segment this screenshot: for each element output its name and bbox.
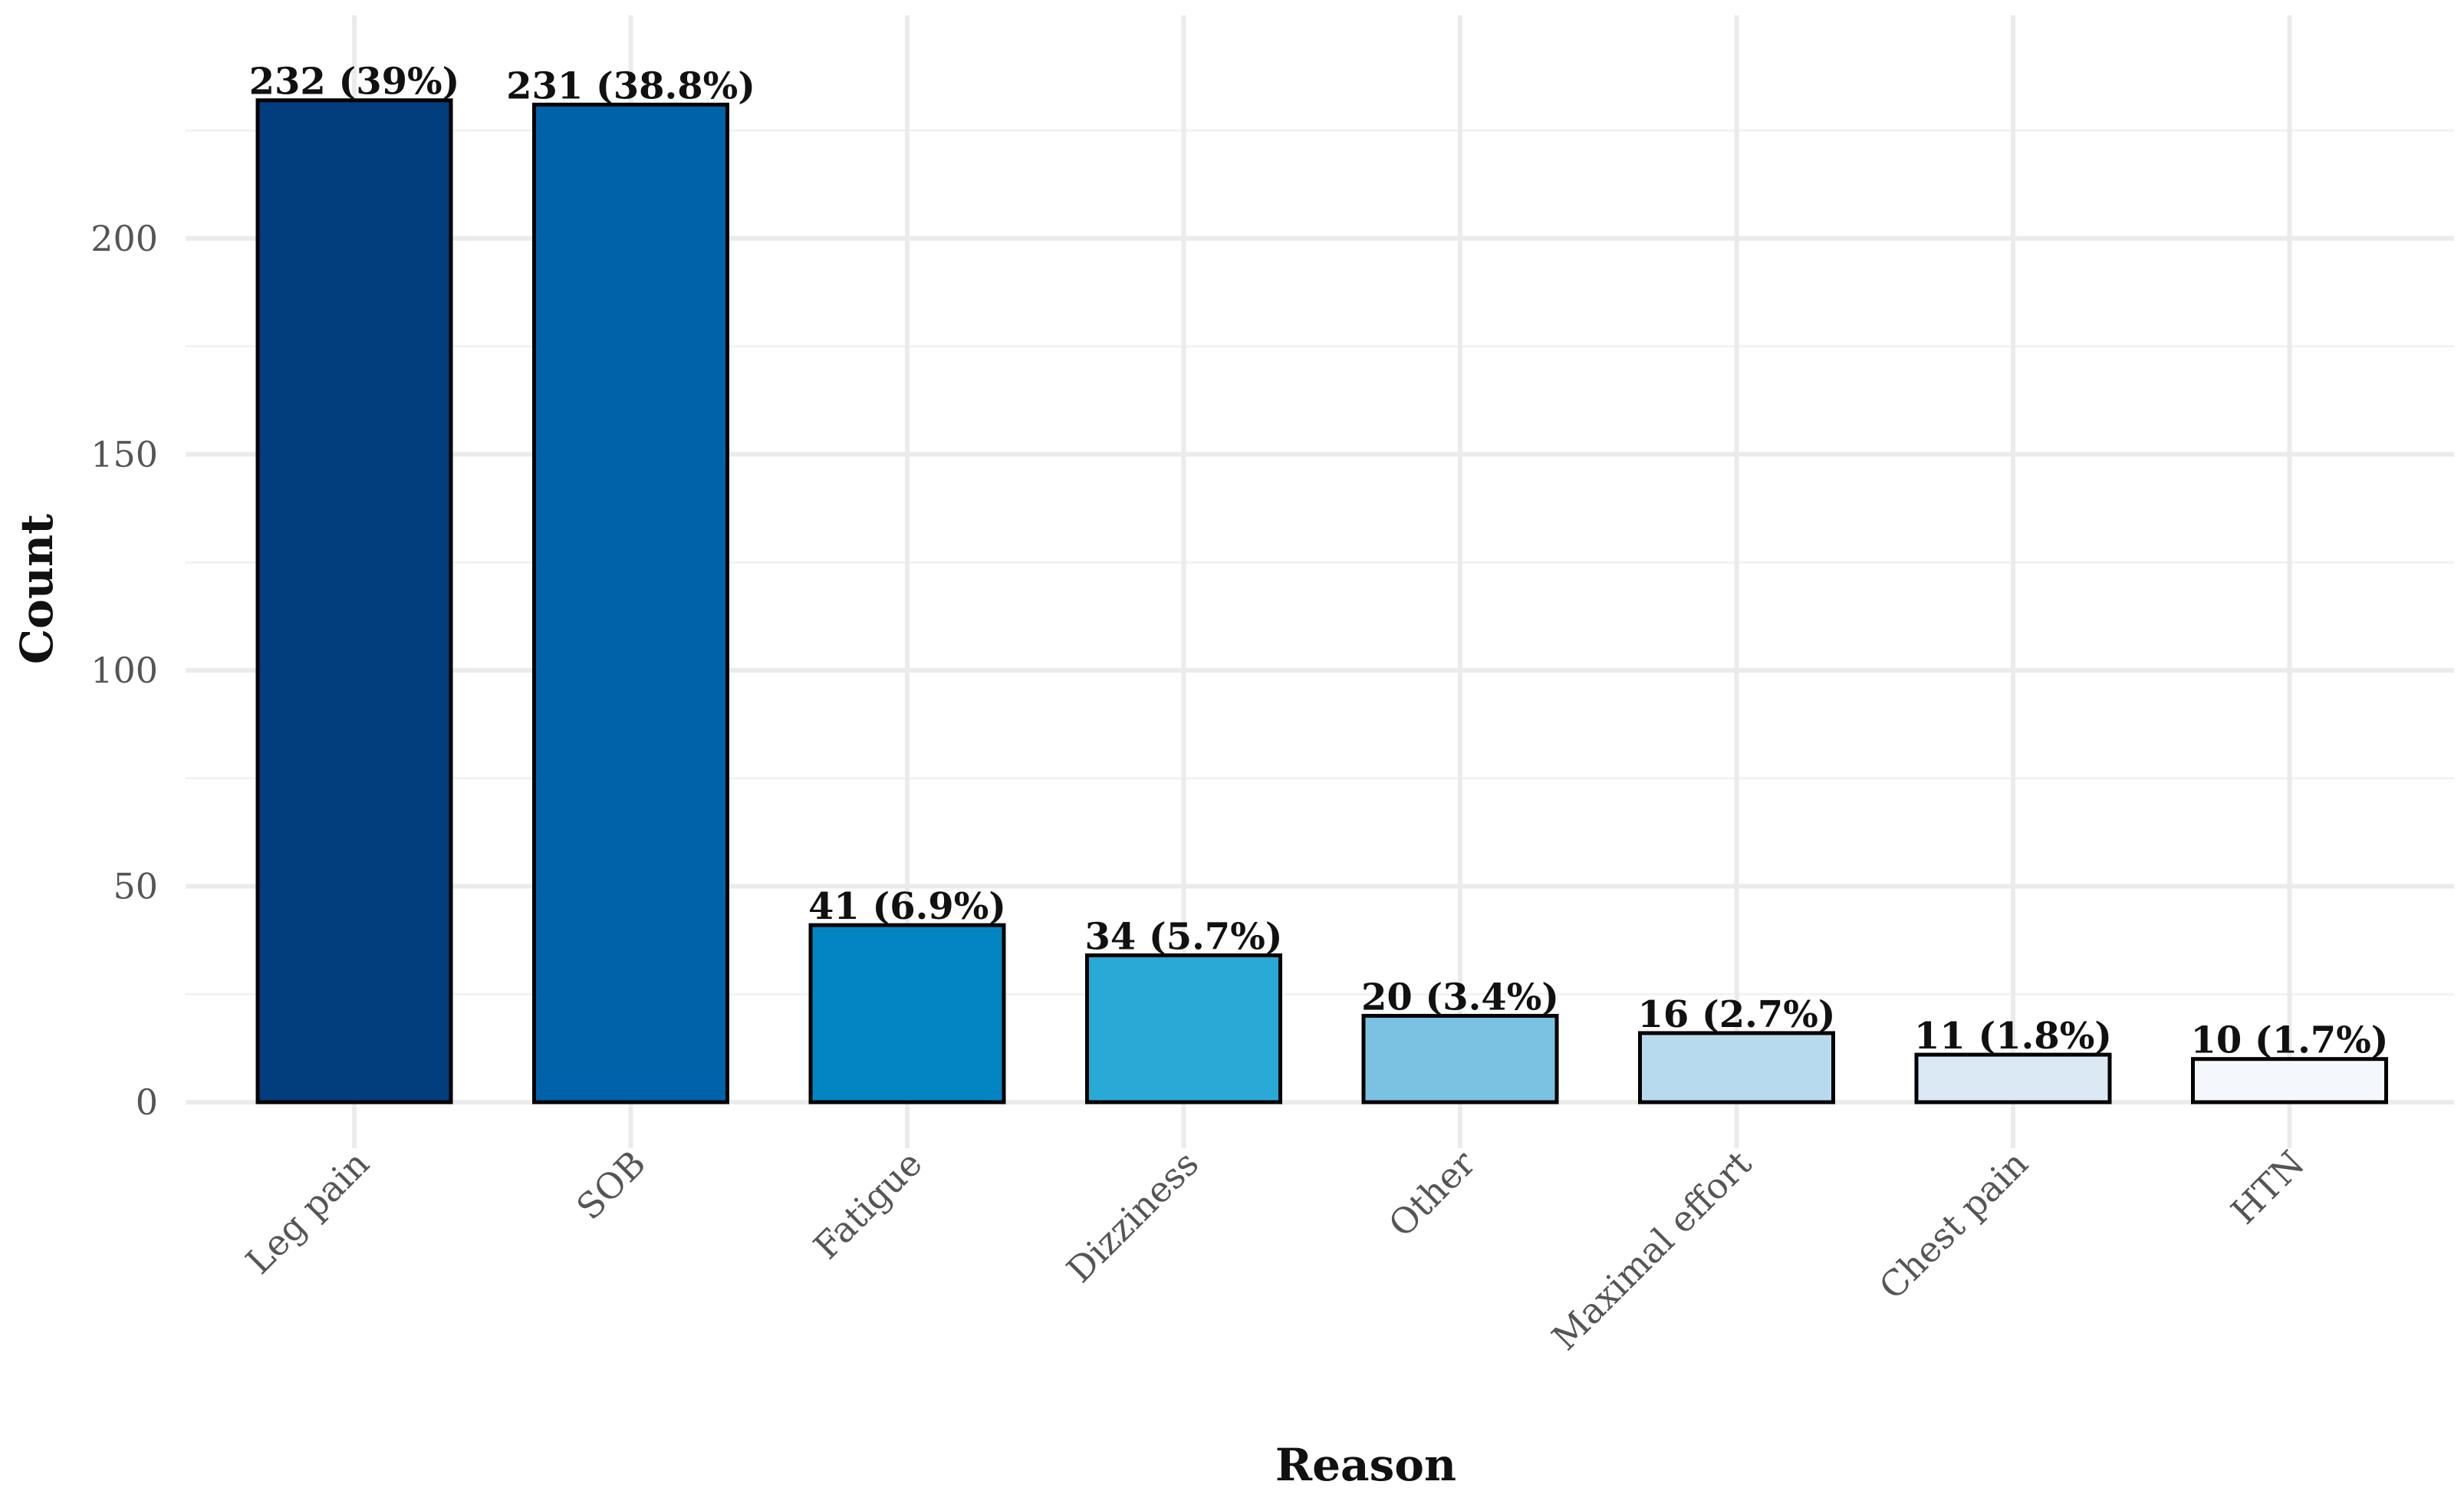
- bar-dizziness: [1085, 953, 1282, 1104]
- y-tick-label: 150: [90, 433, 158, 475]
- bar-leg-pain: [255, 98, 453, 1104]
- data-label: 34 (5.7%): [1084, 916, 1282, 959]
- bar-fatigue: [808, 923, 1006, 1104]
- bar-sob: [532, 102, 729, 1104]
- y-tick-label: 100: [90, 650, 158, 691]
- y-axis-title: Count: [11, 514, 63, 664]
- bars-layer: [255, 98, 2388, 1104]
- grid-layer: [186, 15, 2454, 1148]
- bar-chest-pain: [1914, 1052, 2112, 1104]
- data-label: 41 (6.9%): [808, 885, 1006, 928]
- x-tick-label: Chest pain: [1871, 1143, 2036, 1308]
- data-label: 11 (1.8%): [1914, 1015, 2112, 1058]
- x-tick-label: Fatigue: [805, 1143, 929, 1267]
- x-tick-label: SOB: [568, 1143, 653, 1228]
- bar-other: [1361, 1013, 1559, 1104]
- y-tick-label: 200: [90, 218, 158, 259]
- data-label: 20 (3.4%): [1361, 976, 1559, 1019]
- data-labels-layer: 232 (39%) 231 (38.8%) 41 (6.9%) 34 (5.7%) 20…: [249, 61, 2389, 1062]
- y-tick-labels: 0 50 100 150 200: [90, 218, 158, 1123]
- bar-htn: [2191, 1057, 2388, 1104]
- y-tick-label: 0: [136, 1081, 158, 1123]
- y-tick-label: 50: [113, 865, 158, 907]
- data-label: 232 (39%): [249, 61, 460, 104]
- x-tick-label: Other: [1380, 1143, 1483, 1246]
- data-label: 231 (38.8%): [506, 64, 755, 107]
- bar-maximal-effort: [1638, 1031, 1835, 1104]
- x-tick-labels: Leg pain SOB Fatigue Dizziness Other Maximal …: [238, 1142, 2312, 1358]
- data-label: 16 (2.7%): [1637, 993, 1835, 1036]
- data-label: 10 (1.7%): [2190, 1019, 2388, 1062]
- x-axis-title: Reason: [1275, 1439, 1456, 1491]
- x-tick-label: Dizziness: [1058, 1143, 1206, 1291]
- x-tick-label: Leg pain: [238, 1143, 377, 1282]
- x-tick-label: Maximal effort: [1544, 1142, 1760, 1358]
- x-tick-label: HTN: [2223, 1143, 2313, 1233]
